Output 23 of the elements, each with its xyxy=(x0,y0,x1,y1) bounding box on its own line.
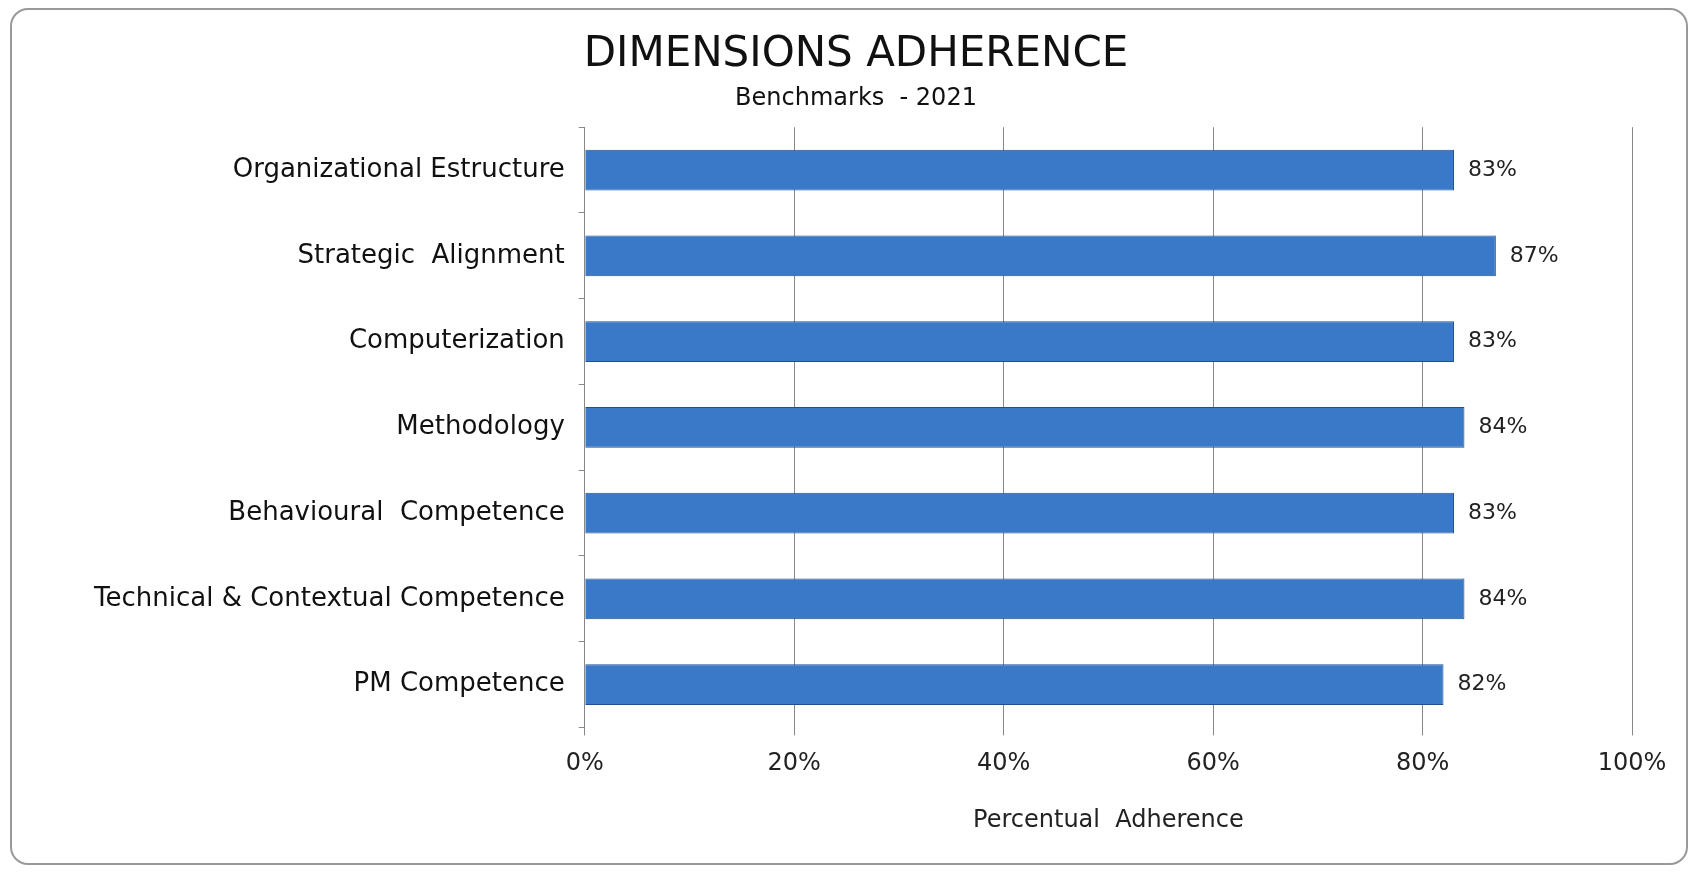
data-label: 87% xyxy=(1509,241,1559,267)
data-label: 83% xyxy=(1467,155,1517,181)
y-tick-label: PM Competence xyxy=(353,667,565,698)
y-tick-label: Computerization xyxy=(348,324,565,355)
x-tick-label: 80% xyxy=(1395,748,1450,777)
y-tick-label: Technical & Contextual Competence xyxy=(93,581,565,612)
x-tick-label: 40% xyxy=(977,748,1031,777)
x-tick-label: 100% xyxy=(1597,748,1667,777)
y-tick-label: Behavioural Competence xyxy=(228,495,565,526)
y-tick-label: Methodology xyxy=(396,410,565,441)
x-tick-label: 0% xyxy=(565,748,604,777)
chart-subtitle: Benchmarks - 2021 xyxy=(735,83,977,112)
chart-title: DIMENSIONS ADHERENCE xyxy=(583,27,1129,77)
data-label: 83% xyxy=(1467,498,1517,524)
y-tick-label: Organizational Estructure xyxy=(232,152,565,183)
x-tick-label: 20% xyxy=(767,748,821,777)
y-tick-label: Strategic Alignment xyxy=(297,238,565,269)
x-tick-label: 60% xyxy=(1186,748,1240,777)
data-label: 84% xyxy=(1478,413,1528,439)
data-label: 82% xyxy=(1457,670,1507,696)
data-label: 83% xyxy=(1467,327,1517,353)
x-axis-title: Percentual Adherence xyxy=(973,804,1244,833)
data-label: 84% xyxy=(1478,584,1528,610)
